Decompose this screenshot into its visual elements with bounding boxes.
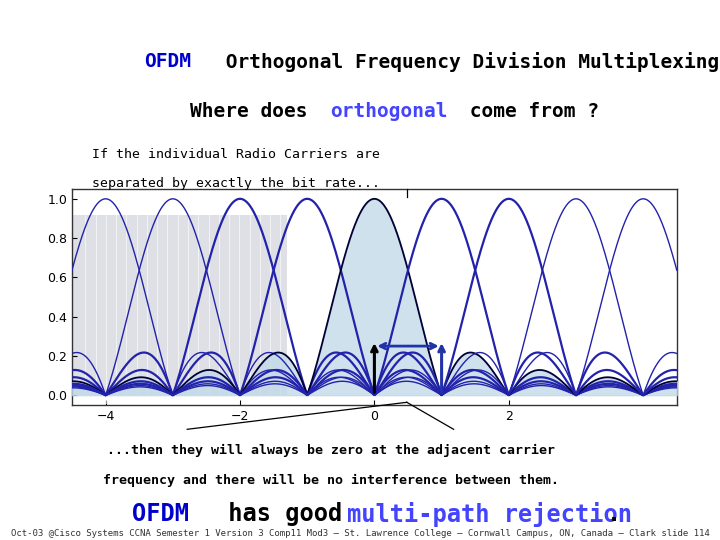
- Text: If the individual Radio Carriers are: If the individual Radio Carriers are: [92, 148, 380, 161]
- Text: separated by exactly the bit rate...: separated by exactly the bit rate...: [92, 177, 380, 190]
- Text: come from ?: come from ?: [458, 102, 599, 121]
- Text: multi-path rejection: multi-path rejection: [347, 502, 632, 527]
- Text: frequency and there will be no interference between them.: frequency and there will be no interfere…: [103, 474, 559, 487]
- Text: OFDM: OFDM: [132, 502, 189, 526]
- Bar: [72, 214, 287, 395]
- Text: ...then they will always be zero at the adjacent carrier: ...then they will always be zero at the …: [107, 444, 555, 457]
- Text: orthogonal: orthogonal: [330, 102, 448, 121]
- Text: Where does: Where does: [190, 102, 319, 121]
- Text: Orthogonal Frequency Division Multiplexing.: Orthogonal Frequency Division Multiplexi…: [214, 52, 720, 72]
- Text: has good: has good: [214, 502, 356, 526]
- Text: .: .: [607, 502, 621, 526]
- Text: Oct-03 @Cisco Systems CCNA Semester 1 Version 3 Comp11 Mod3 – St. Lawrence Colle: Oct-03 @Cisco Systems CCNA Semester 1 Ve…: [11, 529, 709, 538]
- Text: OFDM: OFDM: [145, 52, 192, 71]
